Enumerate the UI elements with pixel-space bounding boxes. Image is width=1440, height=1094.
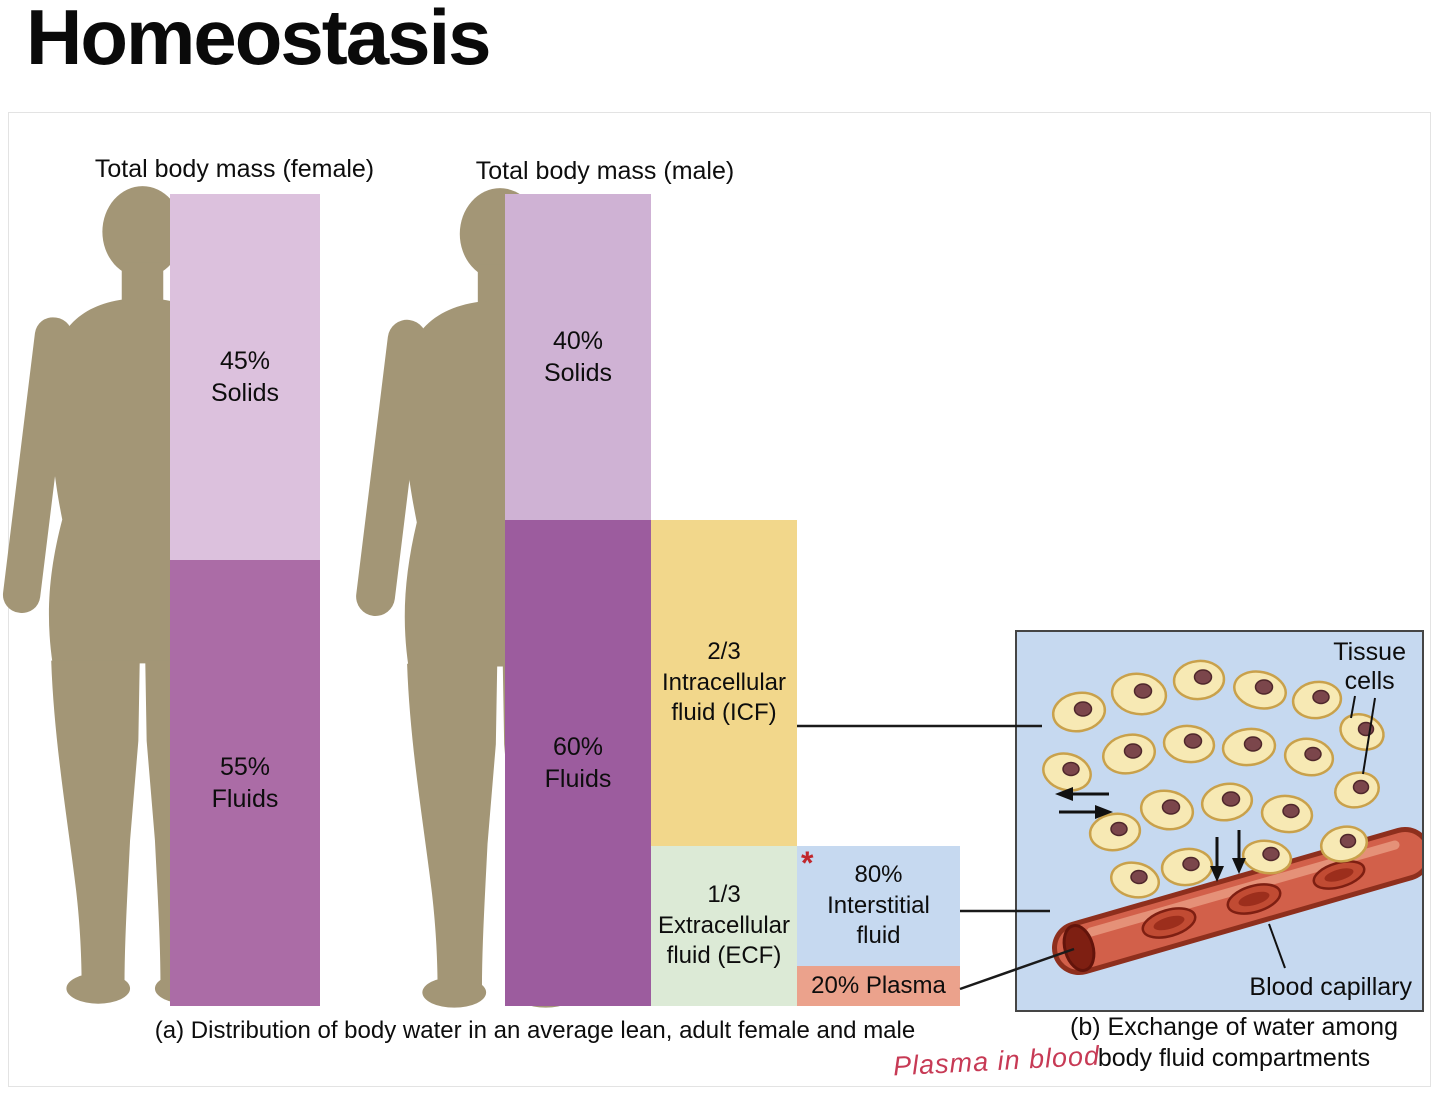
icf-box: 2/3 Intracellular fluid (ICF) (651, 520, 797, 846)
red-blood-cell-centers (1153, 868, 1354, 931)
male-solids-text: 40% Solids (543, 326, 613, 388)
female-fluids-bar: 55% Fluids (170, 560, 320, 1006)
blood-capillary-label: Blood capillary (1249, 973, 1412, 1002)
fluid-exchange-illustration (1042, 659, 1422, 975)
female-solids-text: 45% Solids (210, 346, 280, 408)
female-solids-bar: 45% Solids (170, 194, 320, 560)
label-pointer-lines (1268, 695, 1376, 969)
female-chart-label: Total body mass (female) (94, 155, 375, 183)
exchange-arrows (1055, 787, 1246, 882)
interstitial-asterisk: * (801, 845, 814, 881)
plasma-box: 20% Plasma (797, 966, 960, 1006)
male-fluids-text: 60% Fluids (544, 732, 612, 794)
tissue-cells-label: Tissue cells (1333, 638, 1406, 695)
cell-nuclei (1062, 669, 1375, 885)
exchange-panel: Tissue cells Blood capillary (1015, 630, 1424, 1012)
caption-b: (b) Exchange of water among body fluid c… (1070, 1013, 1398, 1073)
page-title: Homeostasis (26, 0, 492, 81)
interstitial-fluid-box: 80% Interstitial fluid (797, 846, 960, 966)
male-chart-label: Total body mass (male) (475, 157, 735, 185)
male-solids-bar: 40% Solids (505, 194, 651, 520)
male-fluids-bar: 60% Fluids (505, 520, 651, 1006)
female-fluids-text: 55% Fluids (211, 752, 279, 814)
ecf-box: 1/3 Extracellular fluid (ECF) (651, 846, 797, 1006)
caption-a: (a) Distribution of body water in an ave… (154, 1017, 916, 1044)
